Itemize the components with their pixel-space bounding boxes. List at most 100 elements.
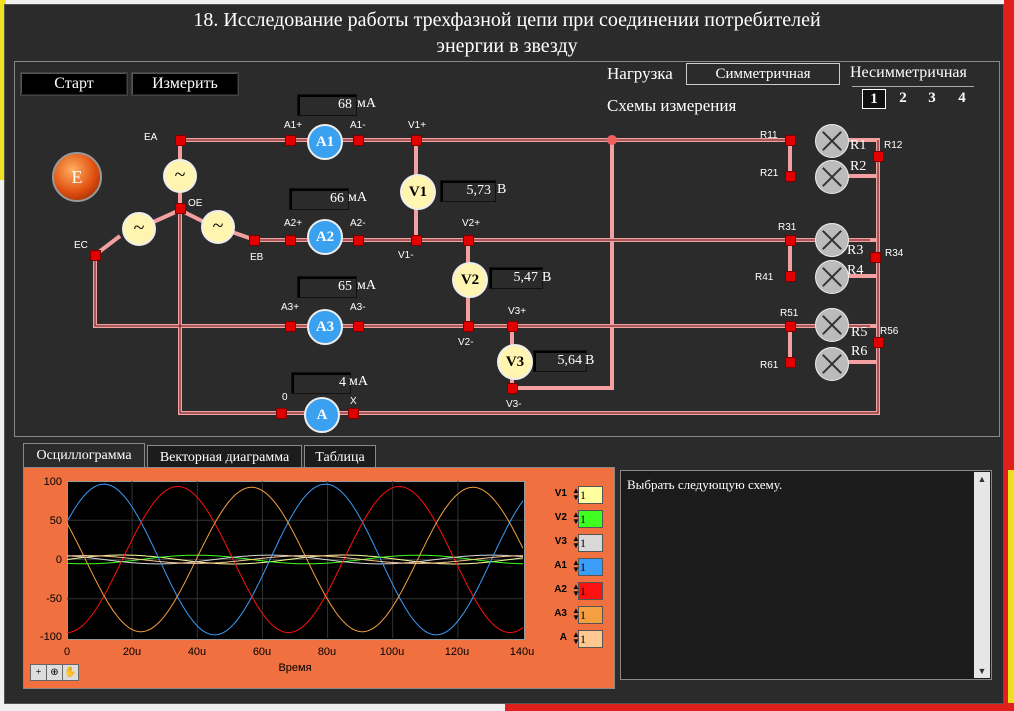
legend-a-swatch[interactable]: 1	[578, 630, 603, 648]
legend-a1-label: A1	[554, 560, 567, 571]
legend-a2-stepper-icon[interactable]: ▲ ▼	[572, 582, 580, 598]
label-oe: OE	[188, 198, 203, 209]
scroll-up-icon[interactable]: ▲	[977, 474, 987, 484]
frame-accent-red	[1004, 0, 1014, 711]
source-e-knob[interactable]: E	[52, 152, 102, 202]
legend-v2-swatch[interactable]: 1	[578, 510, 603, 528]
legend-a1[interactable]: A1 ▲ ▼ 1	[545, 556, 605, 576]
legend-a[interactable]: A ▲ ▼ 1	[545, 628, 605, 648]
legend-a-stepper-icon[interactable]: ▲ ▼	[572, 630, 580, 646]
node-v2-plus[interactable]	[463, 235, 474, 246]
node-a-zero[interactable]	[276, 408, 287, 419]
legend-a1-swatch[interactable]: 1	[578, 558, 603, 576]
pan-tool-icon[interactable]: ✋	[62, 664, 79, 681]
node-r41[interactable]	[785, 271, 796, 282]
load-symmetric-button[interactable]: Симметричная	[686, 63, 840, 85]
node-v2-minus[interactable]	[463, 321, 474, 332]
node-eb[interactable]	[249, 235, 260, 246]
node-r12[interactable]	[873, 151, 884, 162]
voltmeter-v1-unit: В	[497, 182, 507, 197]
scheme-1-button[interactable]: 1	[862, 89, 886, 109]
source-phase-c: ~	[122, 212, 156, 246]
legend-v3[interactable]: V3 ▲ ▼ 1	[545, 532, 605, 552]
x-tick-0: 0	[63, 646, 71, 658]
label-v1-minus: V1-	[398, 250, 414, 261]
label-a3-plus: A3+	[281, 302, 300, 313]
voltmeter-v2-unit: В	[542, 270, 552, 285]
start-button[interactable]: Старт	[20, 72, 128, 96]
legend-a2[interactable]: A2 ▲ ▼ 1	[545, 580, 605, 600]
scroll-down-icon[interactable]: ▼	[977, 666, 987, 676]
node-r11[interactable]	[785, 135, 796, 146]
legend-a2-label: A2	[554, 584, 567, 595]
node-r21[interactable]	[785, 171, 796, 182]
legend-v2-stepper-icon[interactable]: ▲ ▼	[572, 510, 580, 526]
node-r51[interactable]	[785, 321, 796, 332]
legend-v2[interactable]: V2 ▲ ▼ 1	[545, 508, 605, 528]
node-ea[interactable]	[175, 135, 186, 146]
node-a3-plus[interactable]	[285, 321, 296, 332]
measure-button[interactable]: Измерить	[131, 72, 239, 96]
lamp-r2-icon	[815, 160, 849, 194]
node-a-x[interactable]	[348, 408, 359, 419]
node-ec[interactable]	[90, 250, 101, 261]
scheme-3-button[interactable]: 3	[928, 90, 936, 106]
source-phase-b: ~	[201, 210, 235, 244]
x-tick-120u: 120u	[444, 646, 470, 658]
node-r31[interactable]	[785, 235, 796, 246]
message-box[interactable]: Выбрать следующую схему.	[620, 470, 992, 680]
load-asymmetric-button[interactable]: Несимметричная	[850, 64, 967, 81]
x-tick-20u: 20u	[122, 646, 142, 658]
node-a3-minus[interactable]	[353, 321, 364, 332]
legend-a3-swatch[interactable]: 1	[578, 606, 603, 624]
message-scrollbar[interactable]: ▲ ▼	[974, 472, 990, 678]
legend-a3[interactable]: A3 ▲ ▼ 1	[545, 604, 605, 624]
node-v3-plus[interactable]	[507, 321, 518, 332]
cursor-tool-icon[interactable]: +	[30, 664, 47, 681]
tab-vector-diagram[interactable]: Векторная диаграмма	[147, 445, 302, 470]
scheme-4-button[interactable]: 4	[958, 90, 966, 106]
tab-oscillogram[interactable]: Осциллограмма	[23, 443, 145, 469]
label-r56: R56	[880, 326, 899, 337]
legend-v1-swatch[interactable]: 1	[578, 486, 603, 504]
node-a2-minus[interactable]	[353, 235, 364, 246]
ammeter-a3-unit: мА	[357, 278, 376, 293]
legend-a1-stepper-icon[interactable]: ▲ ▼	[572, 558, 580, 574]
node-a2-plus[interactable]	[285, 235, 296, 246]
node-r34[interactable]	[870, 252, 881, 263]
label-r61: R61	[760, 360, 779, 371]
label-v3-minus: V3-	[506, 399, 522, 410]
node-oe[interactable]	[175, 203, 186, 214]
ammeter-a1-value: 68	[297, 94, 357, 116]
x-axis-label: Время	[278, 662, 312, 674]
voltmeter-v1-value: 5,73	[440, 180, 496, 202]
node-r61[interactable]	[785, 357, 796, 368]
scheme-2-button[interactable]: 2	[899, 90, 907, 106]
label-r3: R3	[847, 243, 864, 258]
node-v3-minus[interactable]	[507, 383, 518, 394]
node-a1-plus[interactable]	[285, 135, 296, 146]
ammeter-a3-value: 65	[297, 276, 357, 298]
node-v1-plus[interactable]	[411, 135, 422, 146]
ammeter-a2-unit: мА	[348, 190, 367, 205]
frame-accent-yellow-bottom	[1008, 470, 1014, 711]
legend-a2-swatch[interactable]: 1	[578, 582, 603, 600]
oscillogram-plot[interactable]	[67, 481, 525, 640]
label-a3-minus: A3-	[350, 302, 366, 313]
tab-table[interactable]: Таблица	[304, 445, 376, 470]
legend-v3-stepper-icon[interactable]: ▲ ▼	[572, 534, 580, 550]
legend-v3-swatch[interactable]: 1	[578, 534, 603, 552]
y-tick-0: 0	[55, 554, 62, 566]
zoom-tool-icon[interactable]: ⊕	[46, 664, 63, 681]
voltmeter-v1: V1	[400, 174, 436, 210]
node-a1-minus[interactable]	[353, 135, 364, 146]
node-r56[interactable]	[873, 337, 884, 348]
y-tick-minus50: -50	[46, 593, 62, 605]
legend-a3-label: A3	[554, 608, 567, 619]
trace-a2	[67, 485, 523, 634]
legend-a3-stepper-icon[interactable]: ▲ ▼	[572, 606, 580, 622]
voltmeter-v3: V3	[497, 344, 533, 380]
legend-v1[interactable]: V1 ▲ ▼ 1	[545, 484, 605, 504]
legend-v1-stepper-icon[interactable]: ▲ ▼	[572, 486, 580, 502]
node-v1-minus[interactable]	[411, 235, 422, 246]
